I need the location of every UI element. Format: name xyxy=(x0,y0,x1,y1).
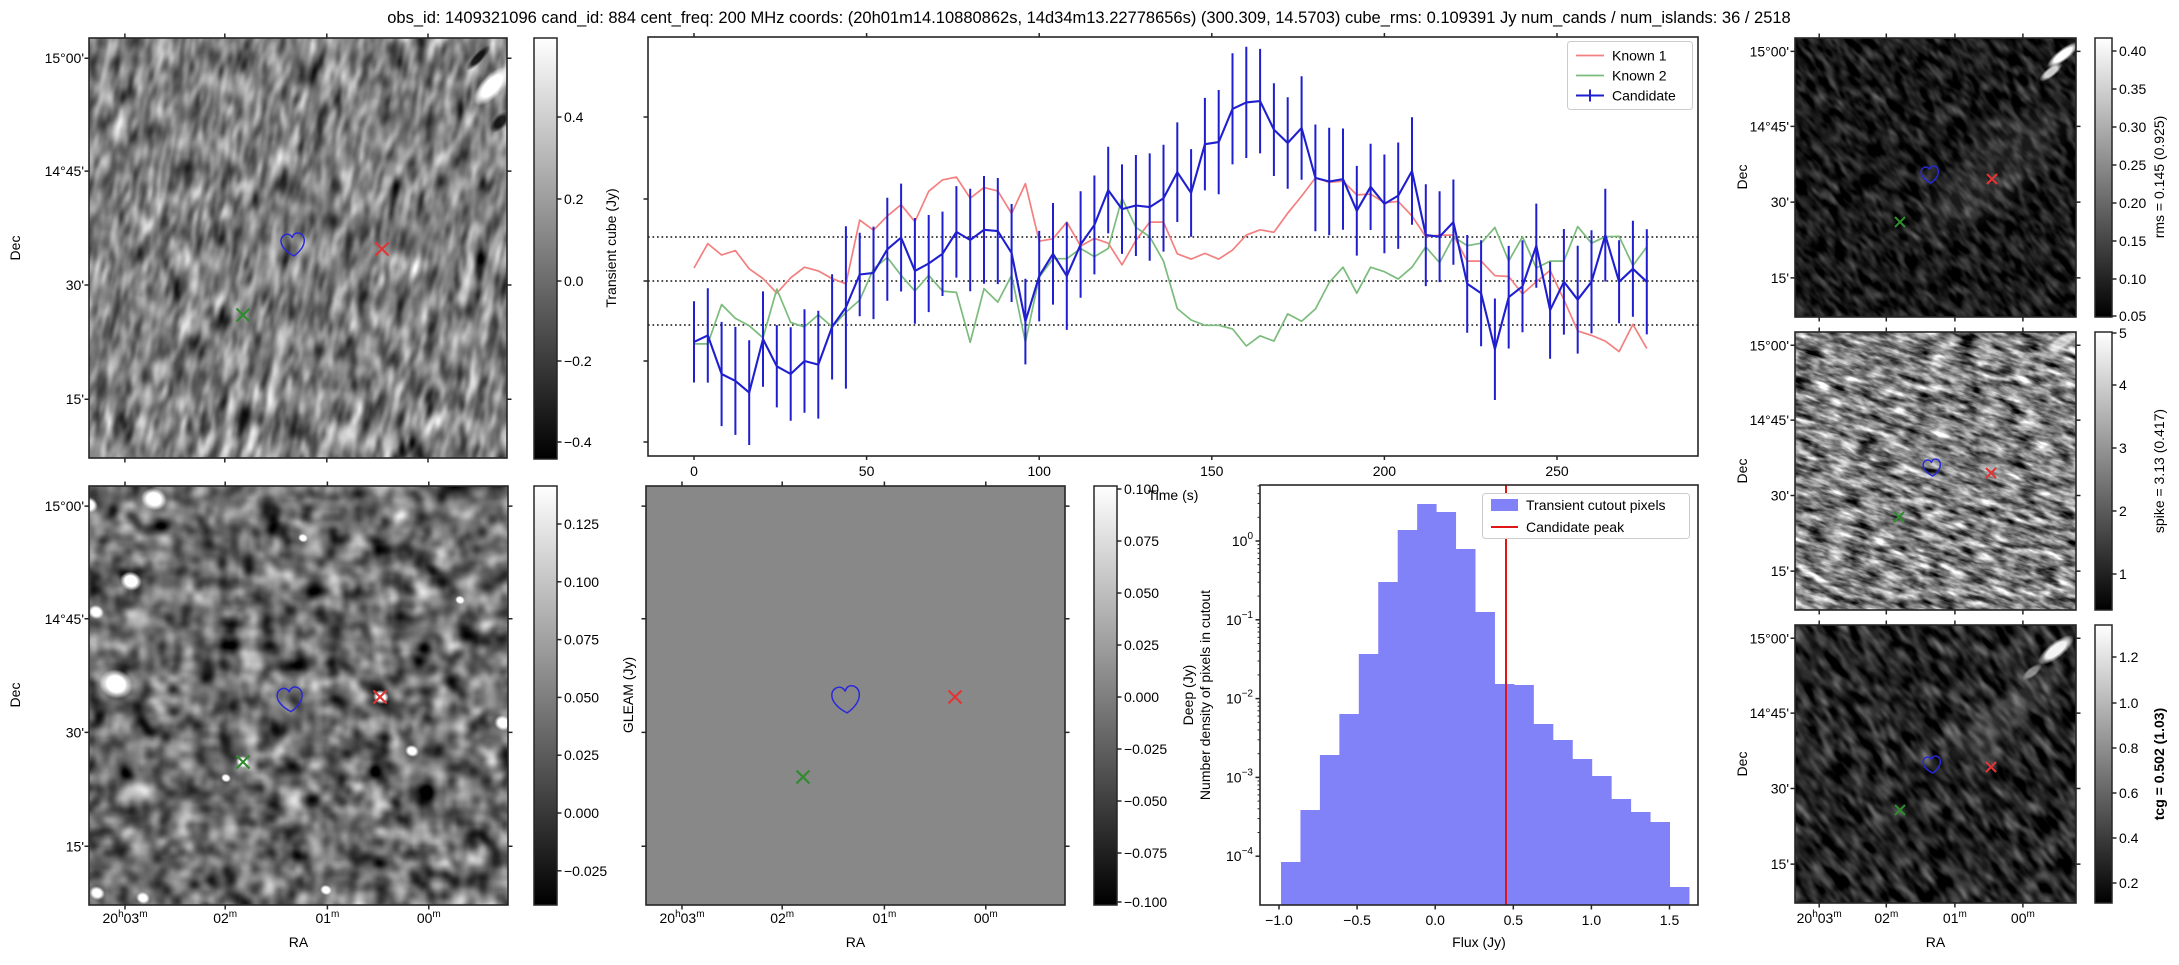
svg-text:−0.075: −0.075 xyxy=(1124,845,1167,861)
svg-text:150: 150 xyxy=(1200,463,1224,479)
svg-text:Dec: Dec xyxy=(1734,459,1750,484)
svg-text:0: 0 xyxy=(690,463,698,479)
svg-text:200: 200 xyxy=(1373,463,1397,479)
svg-text:Transient cube (Jy): Transient cube (Jy) xyxy=(603,188,619,307)
svg-text:Candidate: Candidate xyxy=(1612,88,1676,104)
svg-text:0.4: 0.4 xyxy=(564,109,584,125)
svg-text:0.5: 0.5 xyxy=(1504,912,1524,928)
svg-text:20h03m: 20h03m xyxy=(103,909,148,926)
svg-text:−0.025: −0.025 xyxy=(564,863,607,879)
svg-text:Dec: Dec xyxy=(7,683,23,708)
svg-text:0.100: 0.100 xyxy=(1124,481,1159,497)
svg-text:14°45': 14°45' xyxy=(45,163,84,179)
svg-text:0.2: 0.2 xyxy=(564,191,584,207)
svg-text:0.10: 0.10 xyxy=(2119,271,2146,287)
svg-text:250: 250 xyxy=(1545,463,1569,479)
svg-text:15': 15' xyxy=(1771,270,1789,286)
svg-text:15': 15' xyxy=(66,838,84,854)
svg-text:−0.5: −0.5 xyxy=(1343,912,1371,928)
svg-text:1.2: 1.2 xyxy=(2119,649,2139,665)
svg-text:Number density of pixels in cu: Number density of pixels in cutout xyxy=(1197,590,1213,800)
svg-text:rms = 0.145 (0.925): rms = 0.145 (0.925) xyxy=(2151,116,2167,239)
svg-text:50: 50 xyxy=(859,463,875,479)
svg-text:14°45': 14°45' xyxy=(1750,118,1789,134)
svg-text:spike = 3.13 (0.417): spike = 3.13 (0.417) xyxy=(2151,409,2167,533)
svg-text:tcg = 0.502 (1.03): tcg = 0.502 (1.03) xyxy=(2151,708,2167,820)
svg-text:0.20: 0.20 xyxy=(2119,195,2146,211)
svg-text:1.0: 1.0 xyxy=(2119,695,2139,711)
svg-text:Time (s): Time (s) xyxy=(1148,487,1199,503)
svg-text:0.025: 0.025 xyxy=(1124,637,1159,653)
svg-text:−0.050: −0.050 xyxy=(1124,793,1167,809)
svg-text:Dec: Dec xyxy=(1734,165,1750,190)
svg-text:0.40: 0.40 xyxy=(2119,43,2146,59)
svg-text:0.2: 0.2 xyxy=(2119,875,2139,891)
svg-text:15': 15' xyxy=(1771,856,1789,872)
svg-text:0.35: 0.35 xyxy=(2119,81,2146,97)
svg-text:0.30: 0.30 xyxy=(2119,119,2146,135)
svg-text:1.0: 1.0 xyxy=(1582,912,1602,928)
svg-text:0.125: 0.125 xyxy=(564,516,599,532)
svg-text:100: 100 xyxy=(1028,463,1052,479)
svg-text:Flux (Jy): Flux (Jy) xyxy=(1452,934,1506,950)
svg-text:GLEAM (Jy): GLEAM (Jy) xyxy=(620,657,636,733)
svg-text:−1.0: −1.0 xyxy=(1265,912,1293,928)
svg-text:20h03m: 20h03m xyxy=(660,909,705,926)
svg-text:RA: RA xyxy=(846,934,866,950)
svg-text:15°00': 15°00' xyxy=(1750,43,1789,59)
svg-text:30': 30' xyxy=(66,277,84,293)
svg-text:4: 4 xyxy=(2119,377,2127,393)
svg-text:1: 1 xyxy=(2119,566,2127,582)
svg-text:−0.100: −0.100 xyxy=(1124,894,1167,910)
svg-text:15°00': 15°00' xyxy=(1750,630,1789,646)
svg-text:0.05: 0.05 xyxy=(2119,308,2146,324)
svg-text:30': 30' xyxy=(1771,194,1789,210)
svg-text:14°45': 14°45' xyxy=(1750,705,1789,721)
svg-text:0.075: 0.075 xyxy=(564,632,599,648)
svg-text:15°00': 15°00' xyxy=(1750,337,1789,353)
svg-text:−0.025: −0.025 xyxy=(1124,741,1167,757)
svg-text:RA: RA xyxy=(1926,934,1946,950)
svg-text:1.5: 1.5 xyxy=(1660,912,1680,928)
svg-text:15°00': 15°00' xyxy=(45,498,84,514)
svg-text:0.6: 0.6 xyxy=(2119,785,2139,801)
svg-text:Dec: Dec xyxy=(7,236,23,261)
svg-text:0.000: 0.000 xyxy=(1124,689,1159,705)
svg-text:15°00': 15°00' xyxy=(45,50,84,66)
svg-text:30': 30' xyxy=(66,724,84,740)
svg-text:0.0: 0.0 xyxy=(1425,912,1445,928)
svg-text:14°45': 14°45' xyxy=(1750,412,1789,428)
svg-text:Known 2: Known 2 xyxy=(1612,68,1667,84)
svg-text:Dec: Dec xyxy=(1734,752,1750,777)
svg-text:0.8: 0.8 xyxy=(2119,740,2139,756)
svg-text:Known 1: Known 1 xyxy=(1612,48,1667,64)
svg-text:0.25: 0.25 xyxy=(2119,157,2146,173)
svg-text:0.075: 0.075 xyxy=(1124,533,1159,549)
svg-text:0.025: 0.025 xyxy=(564,747,599,763)
svg-text:Deep (Jy): Deep (Jy) xyxy=(1180,665,1196,726)
svg-text:3: 3 xyxy=(2119,440,2127,456)
svg-text:30': 30' xyxy=(1771,780,1789,796)
svg-text:0.4: 0.4 xyxy=(2119,830,2139,846)
svg-text:0.050: 0.050 xyxy=(564,689,599,705)
svg-text:15': 15' xyxy=(66,391,84,407)
svg-text:Transient cutout pixels: Transient cutout pixels xyxy=(1526,497,1666,513)
svg-text:0.000: 0.000 xyxy=(564,805,599,821)
svg-text:15': 15' xyxy=(1771,563,1789,579)
svg-text:30': 30' xyxy=(1771,487,1789,503)
svg-text:20h03m: 20h03m xyxy=(1797,909,1842,926)
svg-text:5: 5 xyxy=(2119,325,2127,341)
svg-text:−0.4: −0.4 xyxy=(564,434,592,450)
svg-text:obs_id: 1409321096 cand_id: 88: obs_id: 1409321096 cand_id: 884 cent_fre… xyxy=(387,9,1790,27)
svg-text:0.050: 0.050 xyxy=(1124,585,1159,601)
svg-text:Candidate peak: Candidate peak xyxy=(1526,519,1625,535)
svg-text:14°45': 14°45' xyxy=(45,611,84,627)
svg-text:0.0: 0.0 xyxy=(564,273,584,289)
svg-text:0.100: 0.100 xyxy=(564,574,599,590)
svg-text:2: 2 xyxy=(2119,503,2127,519)
svg-text:−0.2: −0.2 xyxy=(564,353,592,369)
svg-text:RA: RA xyxy=(289,934,309,950)
svg-text:0.15: 0.15 xyxy=(2119,233,2146,249)
